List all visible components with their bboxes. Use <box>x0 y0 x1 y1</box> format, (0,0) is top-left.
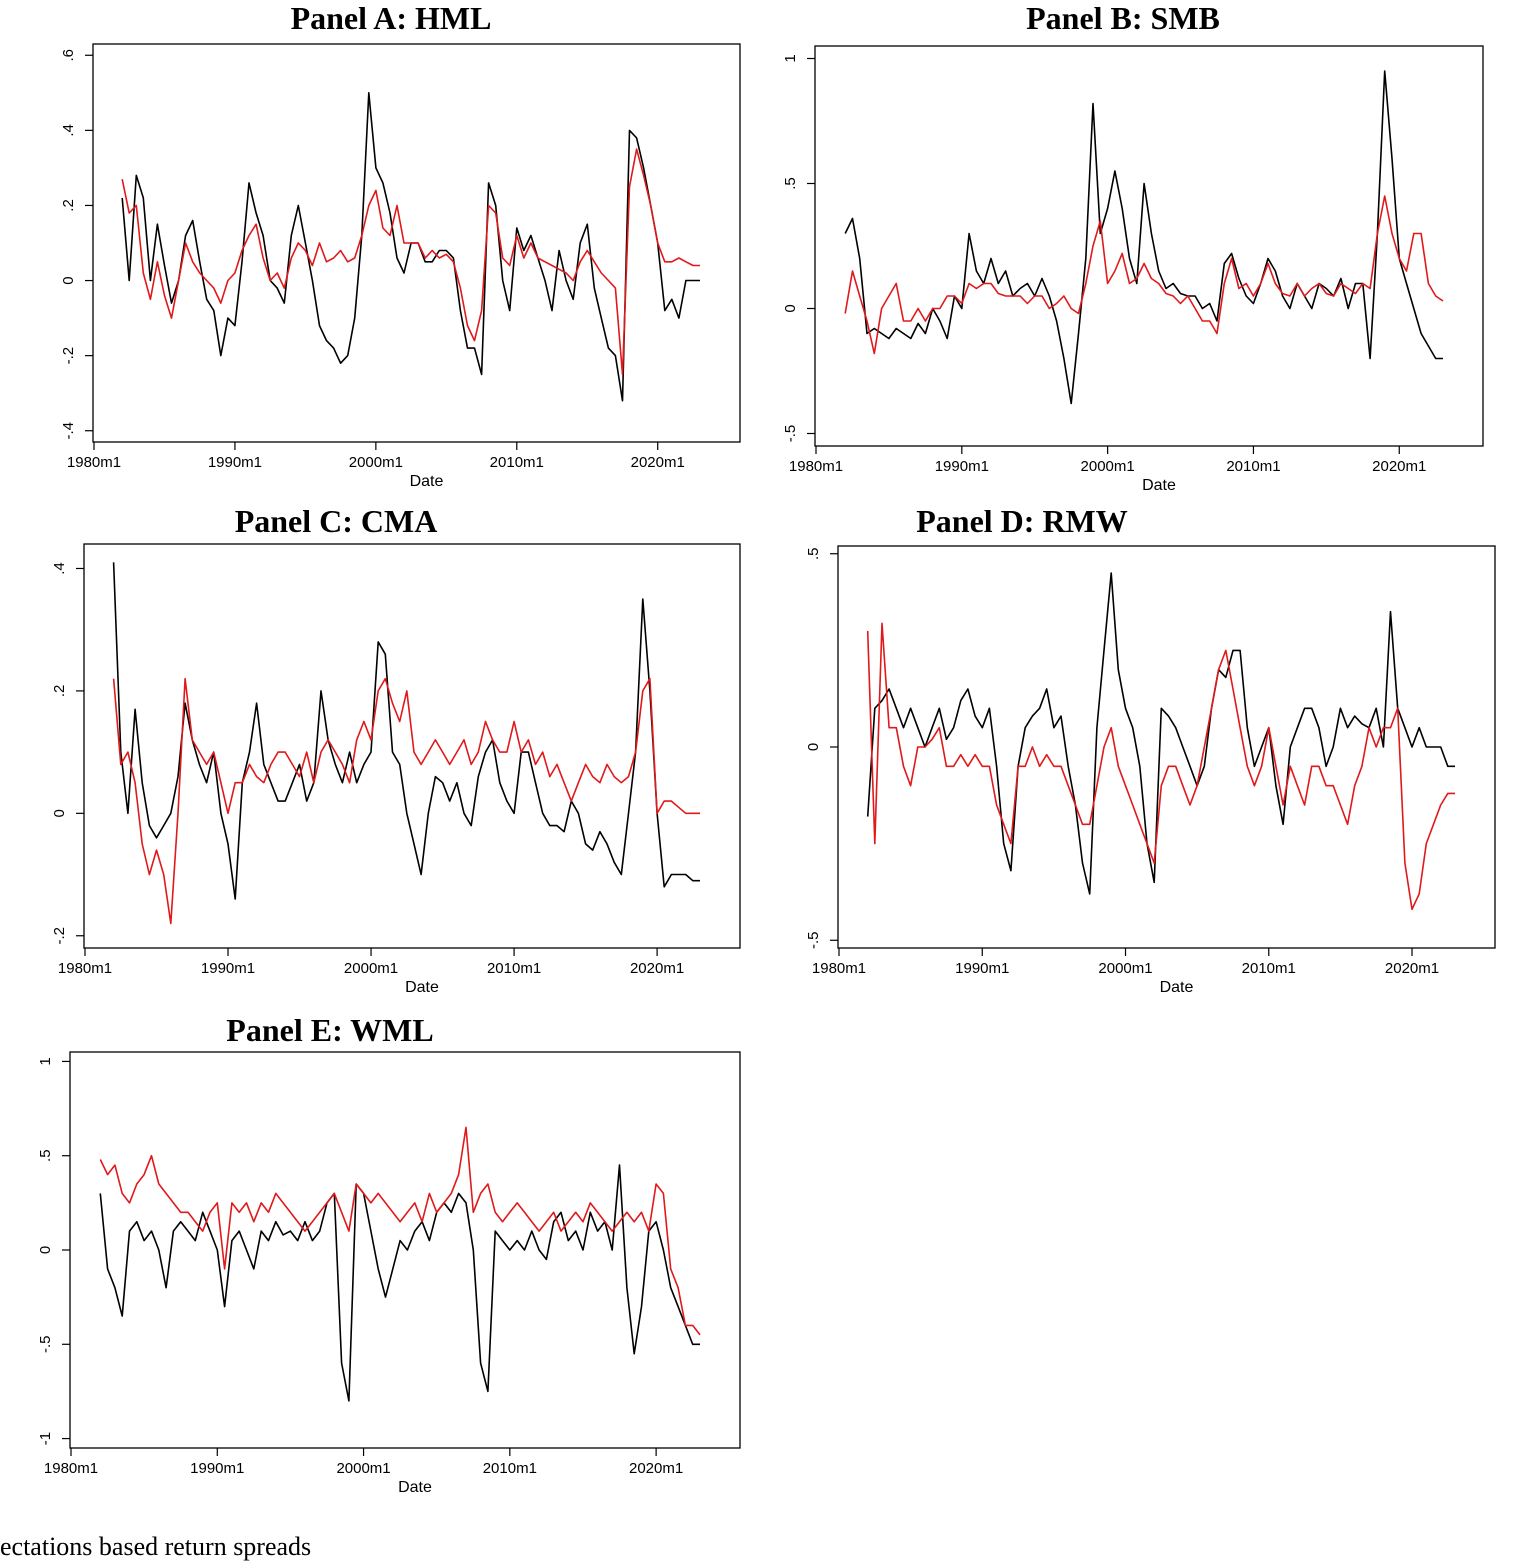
panel-b-title: Panel B: SMB <box>1026 0 1220 36</box>
x-tick-label: 2020m1 <box>630 960 684 977</box>
x-tick-label: 1990m1 <box>935 458 989 475</box>
x-tick-label: 2000m1 <box>336 1460 390 1477</box>
x-axis-title: Date <box>1160 979 1194 996</box>
panel-b-frame <box>814 45 1484 447</box>
x-tick-label: 2020m1 <box>1372 458 1426 475</box>
y-tick-label: 1 <box>37 1057 54 1065</box>
panel-d-frame <box>837 545 1496 949</box>
y-tick-label: 0 <box>37 1246 54 1254</box>
series-line-red <box>844 195 1444 355</box>
y-tick-label: -.4 <box>60 422 77 440</box>
series-line-black <box>121 92 700 402</box>
y-tick-label: .5 <box>782 177 799 190</box>
x-tick-label: 2020m1 <box>1385 960 1439 977</box>
y-tick-label: .5 <box>37 1149 54 1162</box>
panel-e-chart: -1 -.5 0 .5 1 1980m1 1990m1 2000m1 2010m1 2020m1 D… <box>37 1051 741 1496</box>
x-tick-label: 2000m1 <box>344 960 398 977</box>
x-tick-label: 1980m1 <box>812 960 866 977</box>
x-tick-label: 2000m1 <box>1098 960 1152 977</box>
y-tick-label: 0 <box>782 304 799 312</box>
panel-c-chart: -.2 0 .2 .4 1980m1 1990m1 2000m1 2010m1 2020m1 Da… <box>51 543 741 996</box>
y-tick-label: -.5 <box>37 1336 54 1354</box>
series-line-red <box>121 148 700 376</box>
y-tick-label: 0 <box>805 743 822 751</box>
x-axis-title: Date <box>398 1479 432 1496</box>
panel-d-chart: -.5 0 .5 1980m1 1990m1 2000m1 2010m1 2020m1 Date <box>805 545 1496 996</box>
y-tick-label: .4 <box>60 124 77 137</box>
panel-a-title: Panel A: HML <box>290 0 492 36</box>
x-tick-label: 2020m1 <box>631 454 685 471</box>
series-line-black <box>99 1164 700 1402</box>
y-tick-label: .2 <box>51 685 68 698</box>
series-line-black <box>866 572 1455 895</box>
x-tick-label: 2010m1 <box>1226 458 1280 475</box>
x-tick-label: 1980m1 <box>58 960 112 977</box>
y-tick-label: 1 <box>782 54 799 62</box>
panel-b-chart: -.5 0 .5 1 1980m1 1990m1 2000m1 2010m1 2020m1 Dat… <box>782 45 1484 494</box>
series-line-black <box>844 70 1443 405</box>
x-tick-label: 2000m1 <box>1081 458 1135 475</box>
figure-caption: ectations based return spreads <box>0 1532 312 1561</box>
panel-a-frame <box>92 43 741 443</box>
panel-d-title: Panel D: RMW <box>916 503 1128 539</box>
x-axis-title: Date <box>1142 477 1176 494</box>
y-tick-label: -.2 <box>51 927 68 945</box>
y-tick-label: -1 <box>37 1432 54 1445</box>
x-tick-label: 1990m1 <box>201 960 255 977</box>
panel-c-title: Panel C: CMA <box>234 503 438 539</box>
x-tick-label: 1990m1 <box>208 454 262 471</box>
x-tick-label: 2010m1 <box>483 1460 537 1477</box>
y-tick-label: .6 <box>60 49 77 62</box>
y-tick-label: 0 <box>51 809 68 817</box>
x-tick-label: 2000m1 <box>349 454 403 471</box>
y-tick-label: .5 <box>805 547 822 560</box>
y-tick-label: -.2 <box>60 347 77 365</box>
series-line-red <box>99 1126 701 1336</box>
panel-c-frame <box>83 543 741 949</box>
x-tick-label: 1980m1 <box>67 454 121 471</box>
x-tick-label: 2020m1 <box>629 1460 683 1477</box>
x-tick-label: 1990m1 <box>190 1460 244 1477</box>
x-tick-label: 1980m1 <box>789 458 843 475</box>
x-tick-label: 1990m1 <box>955 960 1009 977</box>
x-axis-title: Date <box>410 473 444 490</box>
x-tick-label: 1980m1 <box>44 1460 98 1477</box>
x-tick-label: 2010m1 <box>1242 960 1296 977</box>
panel-a-chart: -.4 -.2 0 .2 .4 .6 1980m1 1990m1 2000m1 2010m1 202… <box>60 43 741 490</box>
y-tick-label: 0 <box>60 276 77 284</box>
y-tick-label: .2 <box>60 199 77 212</box>
series-line-black <box>112 562 700 900</box>
x-tick-label: 2010m1 <box>490 454 544 471</box>
series-line-red <box>112 677 700 925</box>
x-axis-title: Date <box>405 979 439 996</box>
y-tick-label: -.5 <box>782 425 799 443</box>
y-tick-label: -.5 <box>805 932 822 950</box>
series-line-red <box>866 622 1455 911</box>
y-tick-label: .4 <box>51 562 68 575</box>
x-tick-label: 2010m1 <box>487 960 541 977</box>
panel-e-title: Panel E: WML <box>226 1012 434 1048</box>
